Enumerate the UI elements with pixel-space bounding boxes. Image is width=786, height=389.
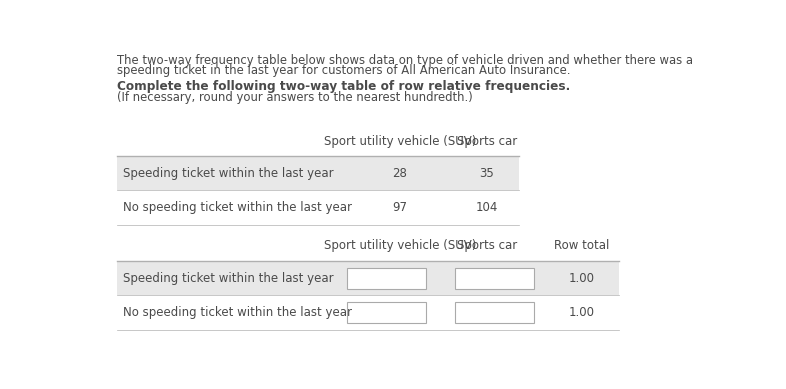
- Text: 28: 28: [392, 167, 407, 180]
- Text: Row total: Row total: [553, 239, 609, 252]
- Text: Speeding ticket within the last year: Speeding ticket within the last year: [123, 167, 333, 180]
- Text: Speeding ticket within the last year: Speeding ticket within the last year: [123, 272, 333, 285]
- Text: (If necessary, round your answers to the nearest hundredth.): (If necessary, round your answers to the…: [116, 91, 472, 104]
- FancyBboxPatch shape: [116, 156, 519, 191]
- Text: Sports car: Sports car: [457, 135, 517, 147]
- Text: 1.00: 1.00: [568, 306, 594, 319]
- Text: No speeding ticket within the last year: No speeding ticket within the last year: [123, 201, 351, 214]
- Text: speeding ticket in the last year for customers of All American Auto Insurance.: speeding ticket in the last year for cus…: [116, 64, 570, 77]
- FancyBboxPatch shape: [347, 268, 426, 289]
- Text: Sport utility vehicle (SUV): Sport utility vehicle (SUV): [324, 239, 476, 252]
- Text: Complete the following two-way table of row relative frequencies.: Complete the following two-way table of …: [116, 80, 570, 93]
- Text: 1.00: 1.00: [568, 272, 594, 285]
- Text: No speeding ticket within the last year: No speeding ticket within the last year: [123, 306, 351, 319]
- Text: Sports car: Sports car: [457, 239, 517, 252]
- FancyBboxPatch shape: [454, 302, 534, 323]
- Text: 97: 97: [392, 201, 407, 214]
- FancyBboxPatch shape: [347, 302, 426, 323]
- Text: 104: 104: [476, 201, 498, 214]
- FancyBboxPatch shape: [454, 268, 534, 289]
- Text: 35: 35: [479, 167, 494, 180]
- Text: The two-way frequency table below shows data on type of vehicle driven and wheth: The two-way frequency table below shows …: [116, 54, 692, 67]
- FancyBboxPatch shape: [116, 261, 619, 295]
- Text: Sport utility vehicle (SUV): Sport utility vehicle (SUV): [324, 135, 476, 147]
